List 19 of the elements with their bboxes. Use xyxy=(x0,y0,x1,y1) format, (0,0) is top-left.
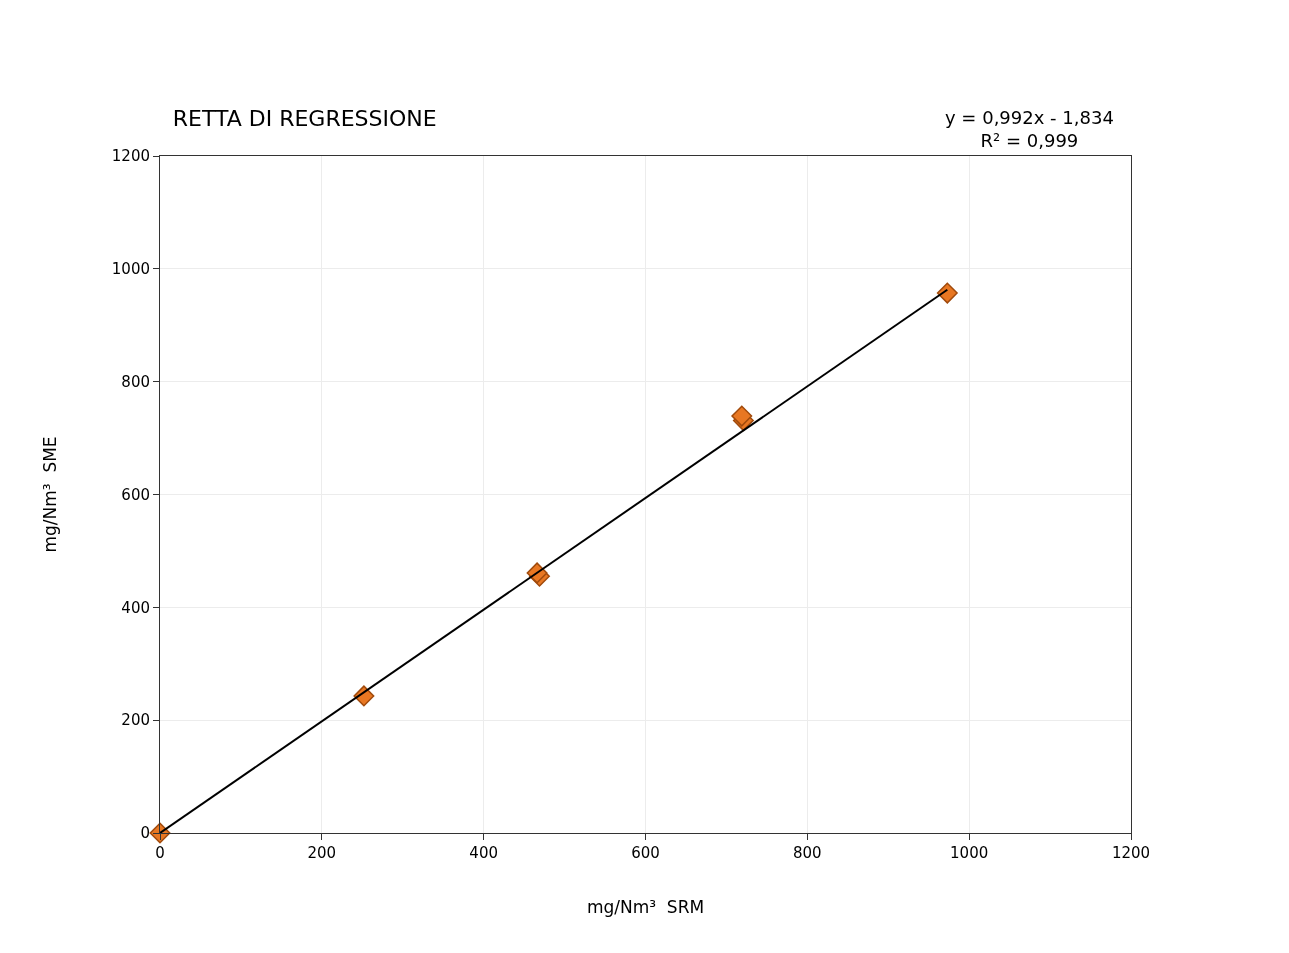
y-tick-label: 600 xyxy=(121,485,150,504)
x-tick-label: 1000 xyxy=(950,844,989,862)
y-tick-label: 1000 xyxy=(111,260,150,279)
chart-title: RETTA DI REGRESSIONE xyxy=(172,105,437,131)
y-tick-label: 800 xyxy=(121,372,150,391)
x-tick-label: 1200 xyxy=(1111,844,1151,862)
x-tick-label: 200 xyxy=(307,844,337,862)
point xyxy=(731,405,753,427)
x-tick-label: 400 xyxy=(469,844,498,862)
x-tick-label: 800 xyxy=(793,844,822,862)
x-tick-label: 0 xyxy=(155,844,165,862)
y-tick-label: 200 xyxy=(121,711,150,730)
y-tick-label: 1200 xyxy=(111,147,150,166)
x-tick-label: 600 xyxy=(631,844,660,862)
text: y = 0,992x - 1,834 R² = 0,999 xyxy=(945,107,1114,152)
y-axis-title: mg/Nm³ SME xyxy=(40,436,61,553)
y-tick-label: 400 xyxy=(121,598,150,617)
x-axis-title: mg/Nm³ SRM xyxy=(586,897,705,918)
y-tick-label: 0 xyxy=(140,824,150,843)
